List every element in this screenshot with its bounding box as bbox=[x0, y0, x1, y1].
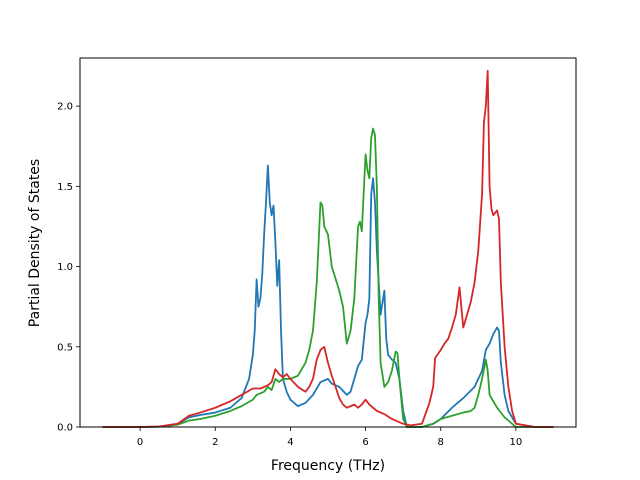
x-tick-label: 4 bbox=[287, 437, 293, 448]
series-lines bbox=[102, 69, 554, 428]
x-tick-label: 2 bbox=[212, 437, 218, 448]
y-tick-label: 0.5 bbox=[57, 342, 73, 353]
plot-frame bbox=[79, 57, 577, 428]
x-tick-label: 6 bbox=[362, 437, 368, 448]
x-tick-label: 8 bbox=[438, 437, 444, 448]
series-line-2 bbox=[102, 127, 554, 428]
x-tick-label: 0 bbox=[137, 437, 143, 448]
x-axis-ticks: 0 2 4 6 8 10 bbox=[137, 427, 522, 448]
y-tick-label: 1.5 bbox=[57, 182, 73, 193]
y-tick-label: 1.0 bbox=[57, 262, 73, 273]
y-axis-ticks: 0.0 0.5 1.0 1.5 2.0 bbox=[57, 102, 80, 434]
y-axis-title: Partial Density of States bbox=[27, 159, 43, 327]
x-axis-title: Frequency (THz) bbox=[271, 458, 385, 474]
series-line-1 bbox=[102, 164, 554, 428]
x-tick-label: 10 bbox=[510, 437, 523, 448]
series-line-3 bbox=[102, 69, 554, 428]
y-tick-label: 0.0 bbox=[57, 423, 73, 434]
y-tick-label: 2.0 bbox=[57, 102, 73, 113]
